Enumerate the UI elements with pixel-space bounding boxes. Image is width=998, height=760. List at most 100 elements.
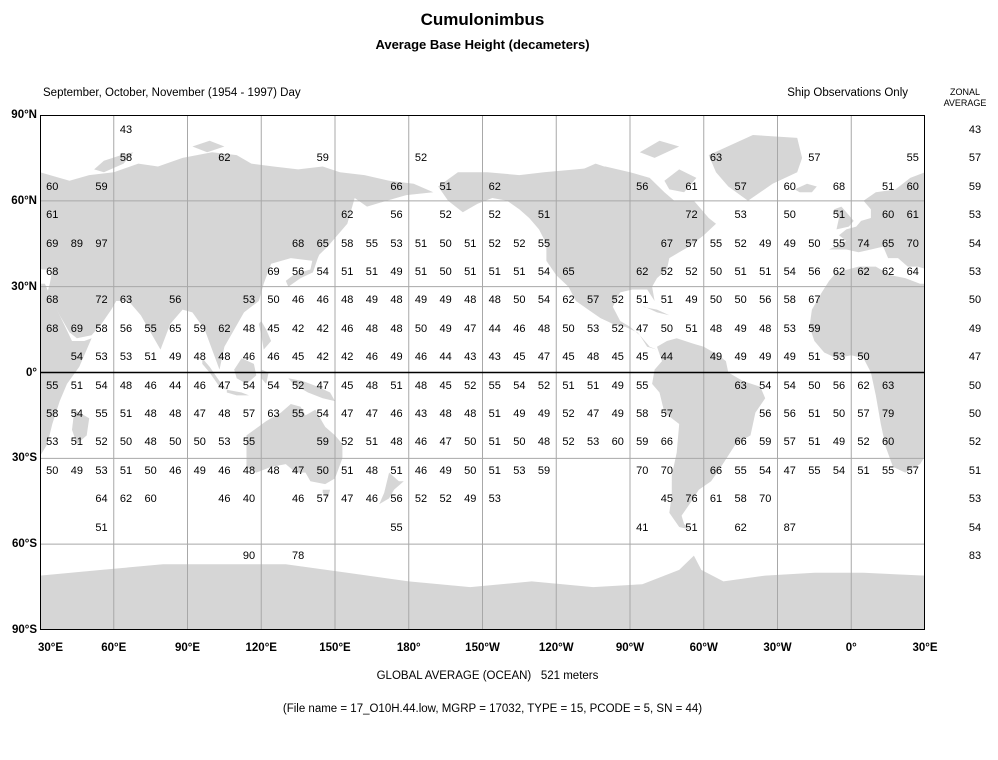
grid-value: 46 [193,379,206,392]
grid-value: 52 [414,493,428,506]
grid-value: 60 [783,180,796,193]
zonal-average-value: 54 [968,521,982,534]
grid-value: 49 [734,351,747,364]
grid-value: 49 [611,408,624,420]
grid-value: 49 [439,464,452,477]
grid-value: 50 [709,294,723,307]
grid-value: 55 [292,408,305,420]
grid-value: 53 [832,351,846,364]
grid-value: 47 [341,408,354,420]
grid-value: 90 [242,550,256,562]
map-border [40,115,925,630]
grid-value: 50 [464,464,477,477]
grid-value: 49 [390,351,403,364]
grid-value: 46 [414,464,428,477]
grid-value: 54 [316,266,329,278]
grid-value: 46 [414,351,428,364]
grid-value: 50 [144,464,157,477]
grid-value: 56 [390,493,403,506]
continent-shape [234,358,257,384]
grid-value: 65 [169,322,182,335]
grid-value: 62 [734,521,747,534]
grid-value: 50 [267,294,280,307]
zonal-average-value: 49 [968,322,982,335]
continent-shape [639,140,680,158]
grid-value: 54 [783,266,796,278]
grid-value: 61 [709,493,723,506]
grid-value: 55 [242,436,256,449]
grid-value: 64 [95,493,108,506]
lat-tick-label: 90°N [11,109,37,121]
grid-value: 68 [292,237,305,250]
grid-value: 58 [119,152,133,165]
grid-value: 52 [464,379,477,392]
global-average-label: GLOBAL AVERAGE (OCEAN) 521 meters [376,670,599,682]
lat-tick-label: 30°N [11,280,37,293]
grid-value: 52 [439,209,452,222]
grid-value: 43 [414,408,428,420]
grid-value: 52 [611,322,624,335]
grid-value: 54 [316,408,329,420]
grid-value: 51 [70,436,83,449]
grid-value: 62 [488,180,501,193]
grid-value: 51 [685,322,698,335]
grid-value: 51 [562,379,575,392]
grid-value: 68 [46,322,59,335]
zonal-average-value: 50 [968,294,982,307]
grid-value: 76 [685,493,698,506]
grid-value: 47 [218,379,231,392]
grid-value: 52 [513,237,526,250]
grid-value: 65 [316,237,329,250]
grid-value: 62 [119,493,133,506]
grid-value: 48 [390,294,403,307]
grid-value: 46 [341,322,354,335]
grid-value: 50 [734,294,747,307]
grid-value: 47 [783,464,796,477]
zonal-average-value: 53 [968,493,982,506]
grid-value: 49 [464,493,477,506]
grid-value: 51 [390,464,403,477]
grid-value: 66 [709,464,723,477]
grid-value: 89 [70,237,83,250]
grid-value: 45 [267,322,280,335]
grid-value: 45 [341,379,354,392]
grid-value: 47 [636,322,649,335]
grid-value: 45 [660,493,673,506]
zonal-average-value: 59 [968,180,982,193]
grid-value: 52 [488,237,501,250]
zonal-average-value: 51 [968,464,982,477]
grid-value: 52 [857,436,870,449]
grid-value: 69 [46,237,59,250]
grid-value: 57 [808,152,821,165]
continent-shape [708,135,803,201]
zonal-average-value: 57 [968,152,982,165]
lat-tick-label: 60°S [11,538,37,551]
grid-value: 51 [341,266,354,278]
zonal-average-value: 47 [968,351,982,364]
grid-value: 55 [882,464,895,477]
grid-value: 53 [734,209,747,222]
zonal-average-value: 52 [968,436,982,449]
grid-value: 53 [783,322,796,335]
grid-value: 48 [439,408,452,420]
grid-value: 50 [414,322,428,335]
grid-value: 51 [414,266,428,278]
grid-value: 48 [537,322,551,335]
grid-value: 48 [193,351,206,364]
zonal-average-value: 50 [968,408,982,420]
grid-value: 52 [439,493,452,506]
grid-value: 55 [144,322,157,335]
grid-value: 52 [562,408,575,420]
lon-tick-label: 180° [396,642,421,654]
grid-value: 51 [341,464,354,477]
grid-value: 48 [144,436,157,449]
grid-value: 50 [808,379,821,392]
grid-value: 55 [808,464,821,477]
lat-tick-label: 60°N [11,194,37,207]
zonal-average-value: 50 [968,379,982,392]
grid-value: 52 [611,294,624,307]
lon-tick-label: 60°E [101,642,127,654]
grid-value: 52 [488,209,501,222]
zonal-average-value: 53 [968,209,982,222]
grid-value: 47 [365,408,378,420]
